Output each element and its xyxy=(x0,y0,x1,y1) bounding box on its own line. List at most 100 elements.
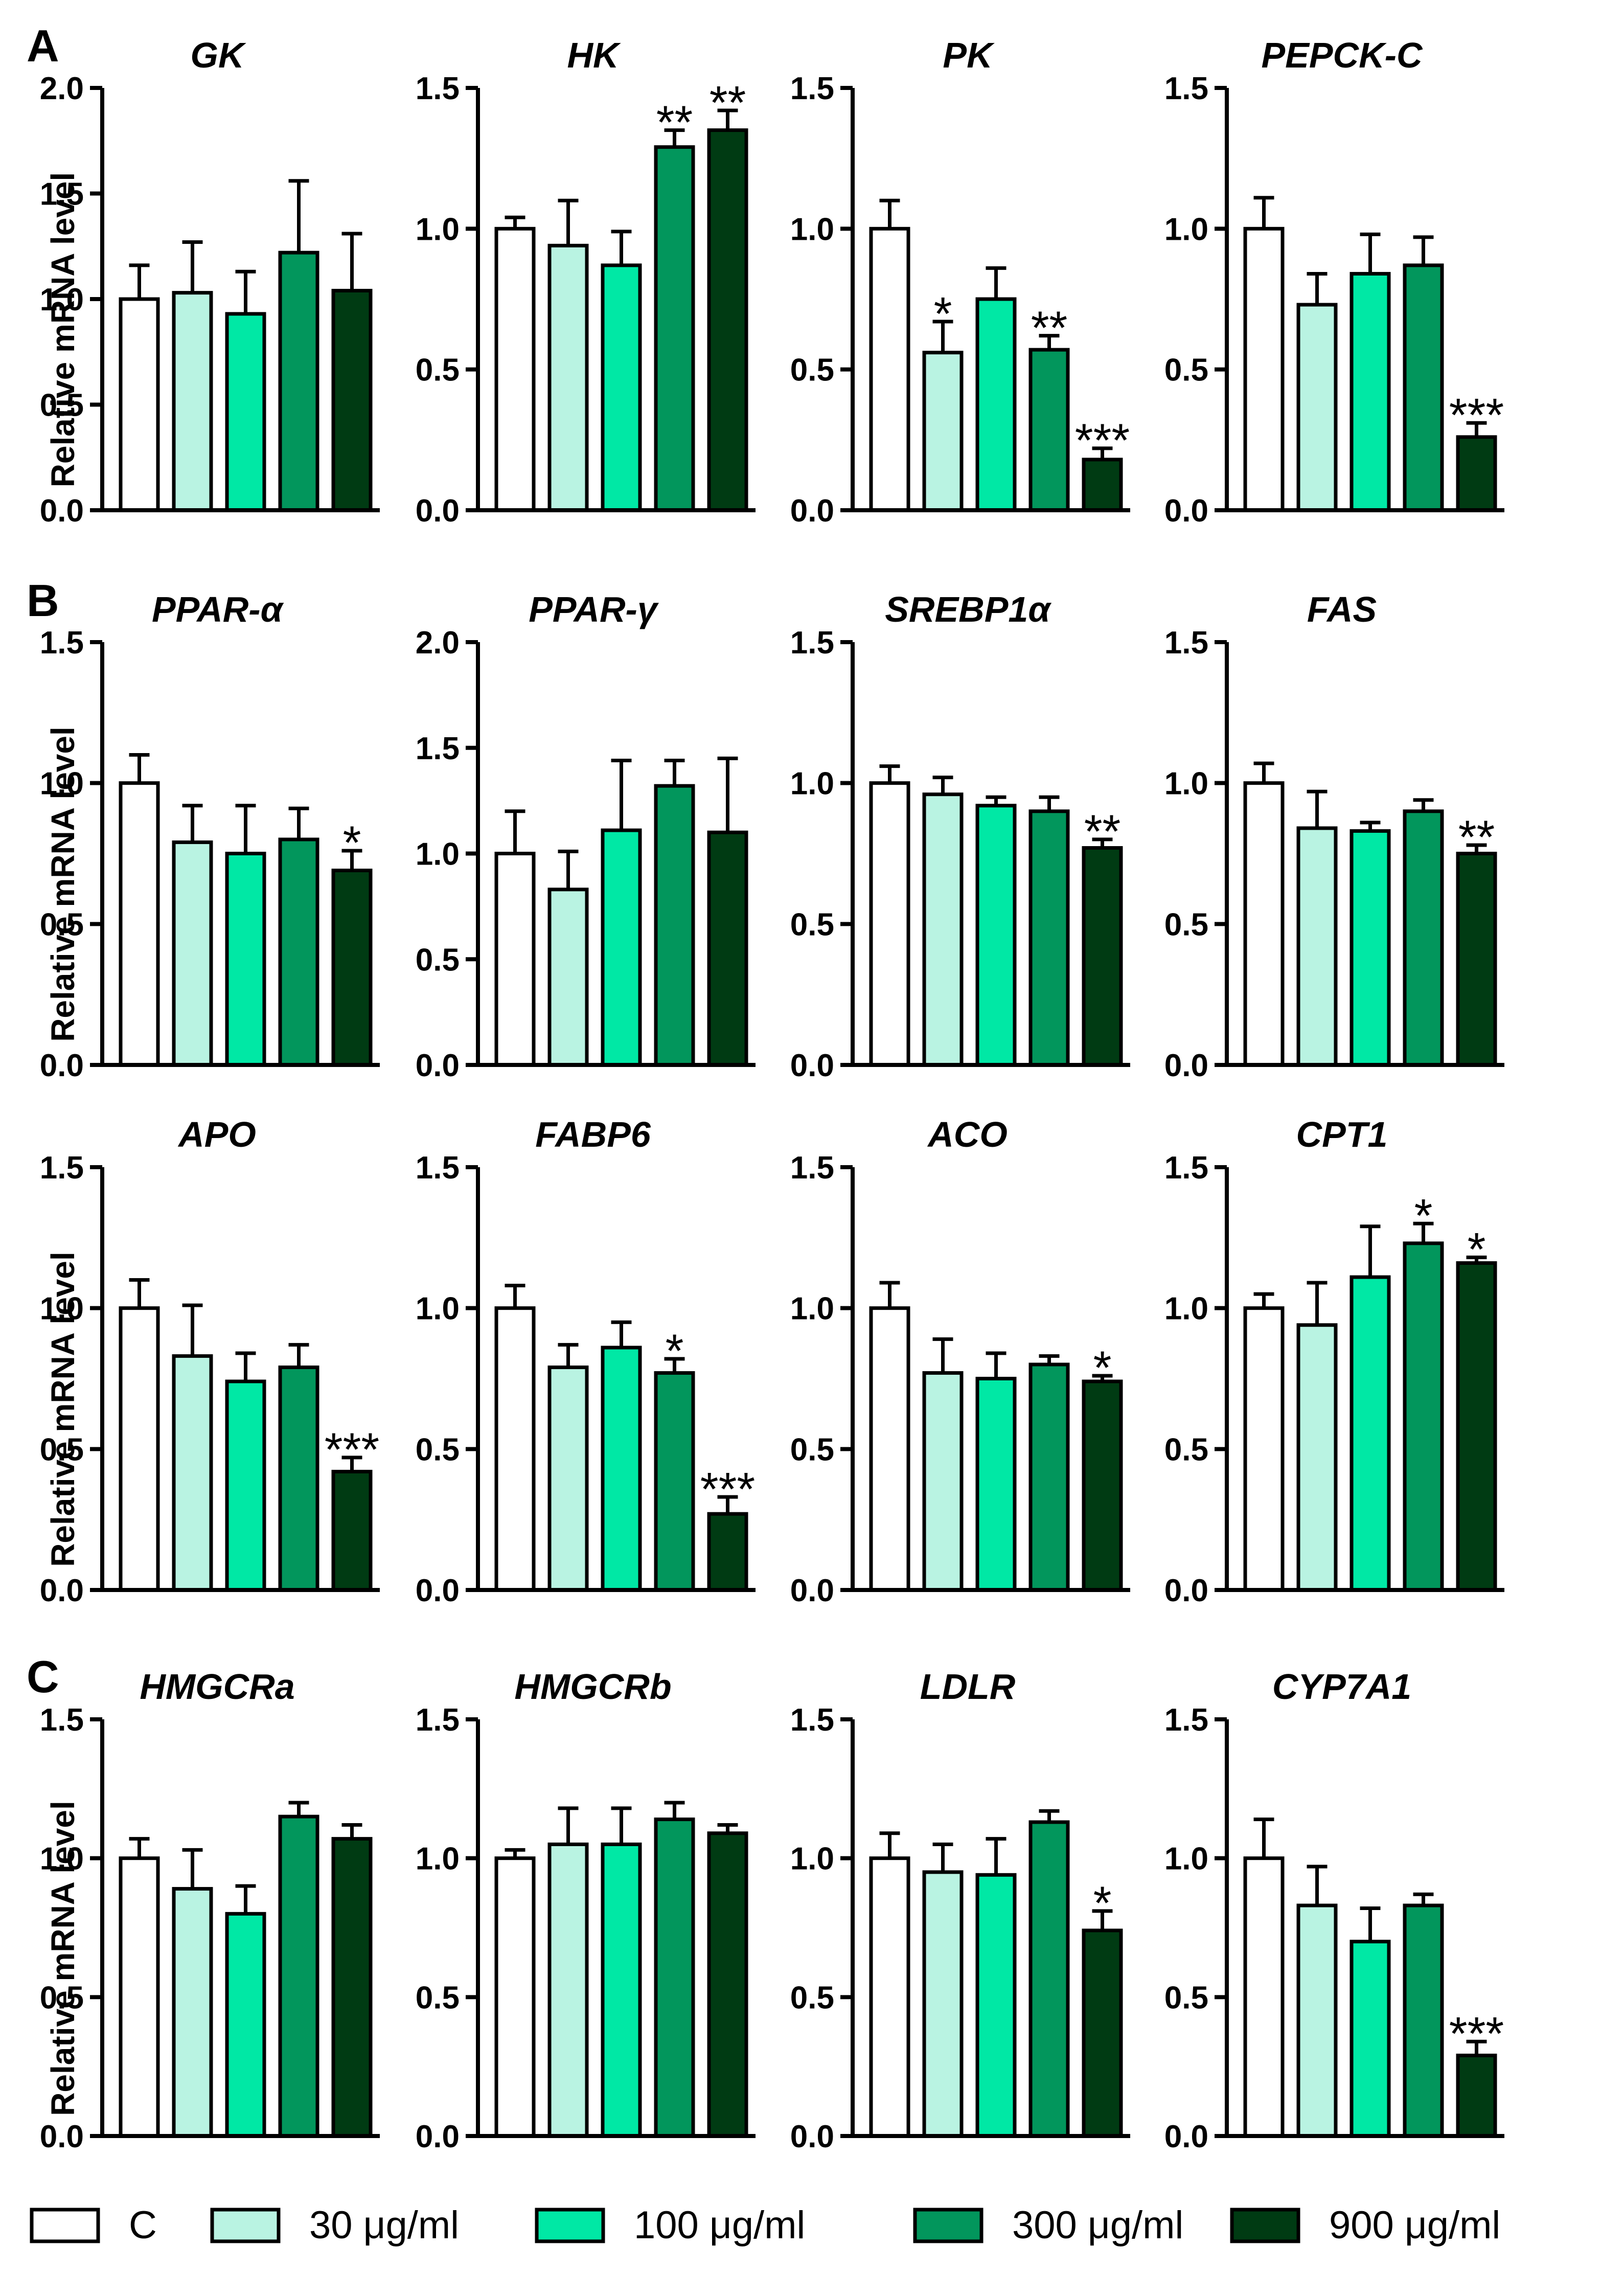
legend-swatch xyxy=(1230,2208,1300,2243)
bar-d100 xyxy=(975,1873,1017,2138)
significance-marker: *** xyxy=(1075,415,1130,467)
significance-marker: *** xyxy=(1449,2008,1504,2060)
chart-pk: PK0.00.51.01.5* ***** xyxy=(790,35,1130,529)
y-tick-label: 0.0 xyxy=(40,493,84,529)
y-tick-label: 0.5 xyxy=(790,907,834,942)
bar-C xyxy=(494,1856,536,2138)
bar-C xyxy=(494,226,536,512)
y-tick-label: 2.0 xyxy=(40,71,84,106)
bar-d30 xyxy=(1296,1903,1338,2138)
bar-d300 xyxy=(1403,809,1444,1067)
bar-d300 xyxy=(1028,348,1070,512)
bar-d900 xyxy=(1456,435,1497,512)
bar-d30 xyxy=(922,792,964,1067)
y-tick-label: 0.5 xyxy=(40,907,84,942)
bar-d100 xyxy=(1349,829,1391,1067)
y-tick-label: 0.5 xyxy=(1164,353,1208,388)
bar-C xyxy=(869,1856,910,2138)
bar-d900 xyxy=(1456,852,1497,1067)
bar-d900 xyxy=(1082,1928,1123,2138)
chart-hk: HK 0.0 0.5 1.0 1.5 ** ** xyxy=(416,35,756,529)
chart-title: HMGCRb xyxy=(514,1667,671,1707)
bar-d30 xyxy=(1296,303,1338,512)
y-tick-label: 1.5 xyxy=(416,1150,460,1186)
legend-label: 900 μg/ml xyxy=(1329,2203,1500,2247)
chart-title: PPAR-α xyxy=(152,589,284,629)
chart-title: CPT1 xyxy=(1296,1115,1388,1154)
bar-d100 xyxy=(225,312,266,512)
y-tick-label: 1.0 xyxy=(416,837,460,872)
significance-marker: * xyxy=(1414,1190,1433,1242)
legend-item-d900: 900 μg/ml xyxy=(1230,2203,1500,2247)
bar-d300 xyxy=(278,837,319,1067)
bar-d300 xyxy=(654,1817,695,2138)
chart-ldlr: LDLR 0.0 0.5 1.0 1.5 * xyxy=(790,1667,1130,2154)
bar-d300 xyxy=(1403,1241,1444,1592)
legend-label: 300 μg/ml xyxy=(1012,2203,1183,2247)
y-tick-label: 0.0 xyxy=(790,1573,834,1608)
y-tick-label: 1.0 xyxy=(40,766,84,802)
y-tick-label: 1.5 xyxy=(790,1150,834,1186)
chart-title: PPAR-γ xyxy=(529,589,659,629)
y-tick-label: 0.0 xyxy=(416,1573,460,1608)
bar-C xyxy=(494,1306,536,1592)
bar-d300 xyxy=(1028,1820,1070,2138)
bar-d100 xyxy=(601,1843,642,2138)
y-axis-title: Relative mRNA level xyxy=(44,1801,81,2116)
y-tick-label: 0.5 xyxy=(790,1980,834,2015)
panel-letters: A B C xyxy=(27,20,59,1702)
chart-title: CYP7A1 xyxy=(1272,1667,1411,1707)
bar-d100 xyxy=(601,1346,642,1592)
significance-marker: ** xyxy=(1084,806,1121,858)
bar-d900 xyxy=(1456,2053,1497,2138)
bar-C xyxy=(1243,1306,1285,1592)
y-tick-label: 0.5 xyxy=(1164,1980,1208,2015)
y-tick-label: 0.5 xyxy=(1164,1432,1208,1467)
y-tick-label: 1.0 xyxy=(1164,766,1208,802)
chart-title: PK xyxy=(943,35,995,75)
significance-marker: * xyxy=(343,817,361,869)
chart-aco: ACO 0.0 0.5 1.0 1.5 * xyxy=(790,1115,1130,1608)
legend-label: C xyxy=(129,2203,157,2247)
bar-d100 xyxy=(1349,1275,1391,1592)
y-tick-label: 0.5 xyxy=(1164,907,1208,942)
legend-item-d300: 300 μg/ml xyxy=(913,2203,1183,2247)
y-tick-label: 1.5 xyxy=(40,625,84,661)
bar-d100 xyxy=(225,1379,266,1592)
y-tick-label: 0.5 xyxy=(790,1432,834,1467)
y-tick-label: 1.5 xyxy=(790,71,834,106)
bar-d100 xyxy=(225,1912,266,2138)
y-tick-label: 1.0 xyxy=(790,1842,834,1877)
y-axis-title: Relative mRNA level xyxy=(44,726,81,1042)
bar-C xyxy=(869,1306,910,1592)
y-tick-label: 1.0 xyxy=(1164,212,1208,247)
y-tick-label: 0.0 xyxy=(40,2119,84,2154)
legend-label: 100 μg/ml xyxy=(634,2203,805,2247)
legend-swatch xyxy=(535,2208,605,2243)
bar-C xyxy=(1243,781,1285,1067)
y-tick-label: 0.5 xyxy=(40,1980,84,2015)
chart-apo: APO 0.0 0.5 1.0 1.5 *** xyxy=(40,1115,380,1608)
chart-ppar: PPAR-α 0.0 0.5 1.0 1.5 * xyxy=(40,589,380,1083)
y-tick-label: 0.0 xyxy=(790,2119,834,2154)
bar-d100 xyxy=(1349,1940,1391,2138)
bar-d300 xyxy=(1028,809,1070,1067)
bar-d30 xyxy=(172,291,213,512)
y-tick-label: 1.0 xyxy=(40,1842,84,1877)
y-tick-label: 0.5 xyxy=(40,388,84,423)
y-tick-label: 1.0 xyxy=(416,1291,460,1327)
bar-d900 xyxy=(1082,846,1123,1067)
bar-d900 xyxy=(707,1831,748,2138)
y-tick-label: 0.0 xyxy=(40,1048,84,1083)
y-tick-label: 0.5 xyxy=(416,1980,460,2015)
y-tick-label: 1.0 xyxy=(40,282,84,317)
chart-pepck-c: PEPCK-C 0.0 0.5 1.0 1.5 *** xyxy=(1164,35,1504,529)
y-tick-label: 1.0 xyxy=(1164,1842,1208,1877)
y-tick-label: 0.0 xyxy=(1164,1573,1208,1608)
y-tick-label: 1.5 xyxy=(40,1702,84,1738)
y-axis-title: Relative mRNA level xyxy=(44,1252,81,1567)
bar-d100 xyxy=(975,804,1017,1067)
y-tick-label: 0.0 xyxy=(790,493,834,529)
